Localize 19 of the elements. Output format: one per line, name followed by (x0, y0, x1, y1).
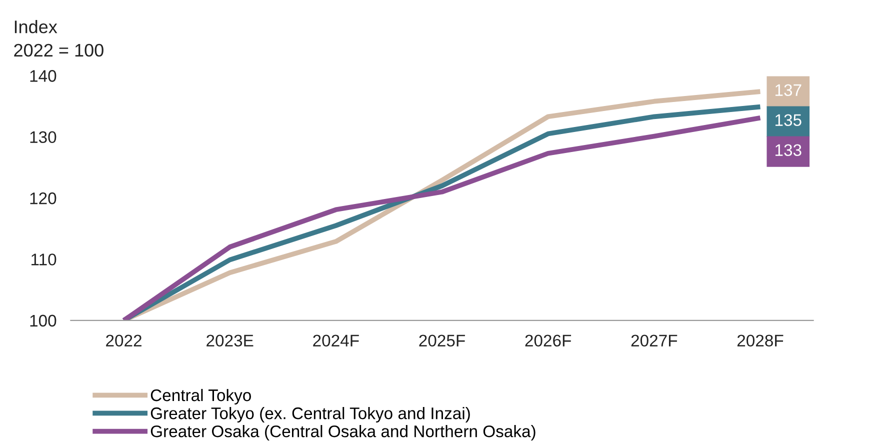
y-tick-label: 110 (32, 254, 56, 266)
y-tick-label: 140 (30, 70, 56, 82)
x-tick-label: 2022 (106, 334, 142, 347)
x-tick-label: 2027F (631, 334, 678, 347)
data-label: 133 (776, 144, 802, 156)
legend-label: Greater Tokyo (ex. Central Tokyo and Inzai) (150, 406, 470, 423)
legend-label: Central Tokyo (150, 388, 251, 404)
data-label: 137 (776, 84, 802, 96)
x-tick-label: 2024F (313, 334, 359, 347)
legend-label: Greater Osaka (Central Osaka and Northern Osaka) (150, 425, 536, 441)
y-tick-label: 100 (30, 314, 56, 327)
y-tick-label: 130 (30, 131, 56, 144)
x-tick-label: 2025F (419, 334, 465, 347)
x-tick-label: 2028F (737, 334, 784, 347)
y-axis-title: Index 2022 = 100 (14, 20, 104, 57)
x-tick-label: 2026F (525, 334, 572, 347)
x-tick-label: 2023E (206, 334, 254, 347)
y-tick-label: 120 (30, 192, 56, 204)
data-label: 135 (776, 114, 802, 126)
